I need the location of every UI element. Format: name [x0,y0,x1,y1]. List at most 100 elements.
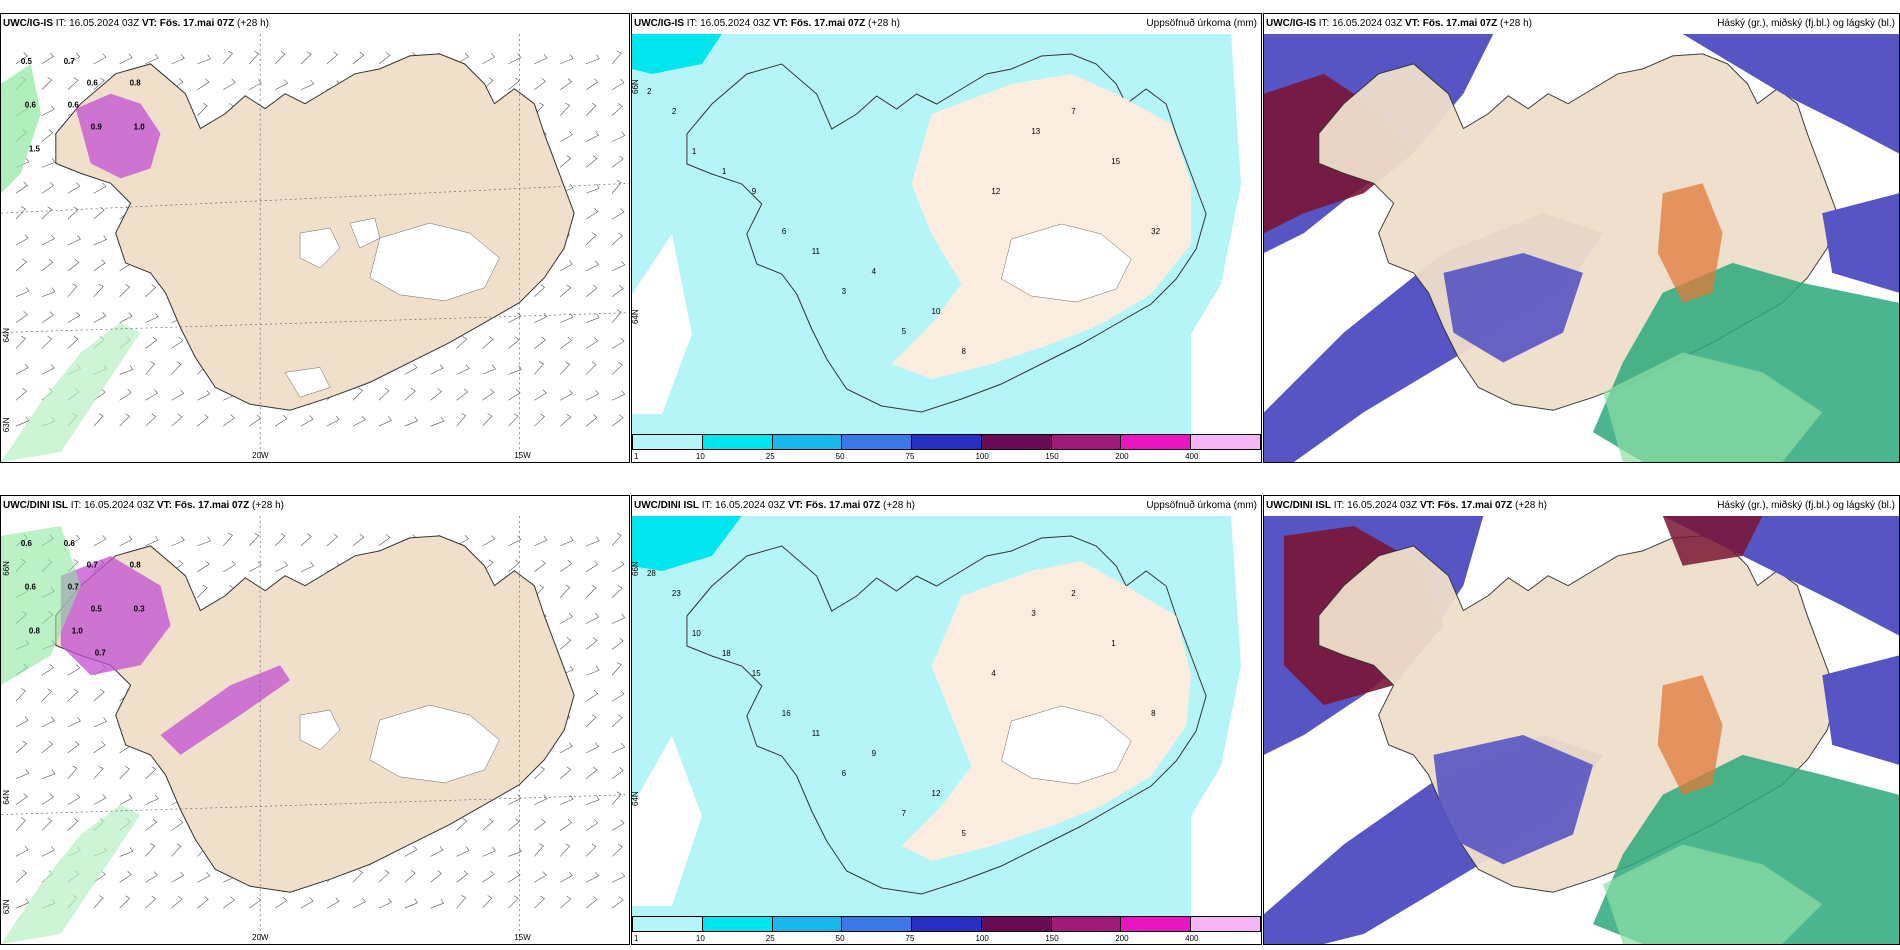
wind-barb [585,361,597,375]
wind-value-label: 0.6 [25,583,37,592]
wind-barb [15,287,30,298]
cloud-map[interactable] [1264,34,1899,462]
wind-barb [456,364,470,375]
wind-barb [611,560,625,572]
wind-barb [41,105,55,116]
colorbar-box [842,917,913,931]
wind-barb [586,260,600,272]
wind-barb [145,871,158,883]
wind-barb [560,284,572,297]
low-cloud-light [1602,352,1823,462]
wind-barb [482,870,495,883]
wind-value-label: 1.5 [29,144,41,153]
precip-value-label: 2 [1071,589,1076,598]
colorbar-box [912,435,982,449]
wind-barb [586,389,600,401]
wind-barb [560,742,573,754]
vt-label: VT: [1404,18,1420,29]
wind-barb [15,52,28,65]
wind-barb [67,717,81,728]
precip-value-label: 3 [842,287,847,296]
wind-barb [15,740,28,754]
wind-barb [586,183,600,194]
wind-barb [119,766,130,779]
wind-barb [352,51,365,65]
wind-barb [119,794,133,805]
wind-barb [430,898,445,909]
wind-barb [93,312,107,323]
wind-barb [197,102,208,116]
lat-label-63n: 63N [2,899,11,914]
wind-barb [534,895,545,909]
wind-barb [171,336,184,349]
panel-header: UWC/IG-IS IT: 16.05.2024 03Z VT: Fös. 17… [1,14,629,34]
wind-barb [560,389,573,401]
lead-time: (+28 h) [868,18,900,29]
precip-value-label: 11 [812,729,821,738]
lat-label-64n: 64N [2,790,11,805]
wind-barb [41,287,56,298]
wind-barb [93,259,106,272]
lat-label-66n: 66N [2,561,11,576]
wind-barb [274,561,289,573]
precip-value-label: 1 [692,147,697,156]
wind-barb [508,559,520,572]
wind-barb [119,53,133,65]
wind-barb [197,536,211,547]
lead-time: (+28 h) [237,18,269,29]
colorbar-box [1121,917,1192,931]
wind-barb [93,388,106,401]
colorbar-ticks: 1 10 25 50 75 100 150 200 400 [632,452,1261,462]
model-name: UWC/IG-IS [1266,18,1316,29]
wind-barb [560,102,571,116]
wind-barb [534,53,548,65]
wind-barb [404,363,418,375]
wind-barb [482,413,493,427]
cloud-map[interactable] [1264,516,1899,944]
wind-map[interactable]: 20W 15W 66N 64N 63N 0.6 0.6 0.7 0.8 0.6 0.7 0.… [1,516,629,944]
wind-barb [586,742,600,754]
wind-barb [249,561,262,573]
colorbar-tick: 400 [1185,452,1199,461]
wind-barb [611,662,622,676]
colorbar-tick: 10 [695,452,705,461]
wind-barb [67,259,80,272]
wind-barb [197,78,210,90]
wind-barb [611,585,623,598]
wind-barb [15,363,29,375]
wind-map[interactable]: 20W 15W 64N 63N 0.5 0.7 0.6 0.8 0.6 0.6 0.9 1.0… [1,34,629,462]
wind-barb [456,336,468,349]
precip-value-label: 23 [672,589,681,598]
precip-map[interactable]: 28 23 10 18 15 16 11 6 9 7 12 5 4 3 2 1 8 66N 64N [632,516,1261,916]
precip-map[interactable]: 2 2 1 1 9 6 11 3 4 5 10 8 12 13 7 15 32 66N 64N [632,34,1261,434]
wind-barb [611,155,624,168]
wind-barb [378,387,390,401]
lead-time: (+28 h) [1500,18,1532,29]
wind-barb [93,413,104,427]
wind-barb [41,52,55,65]
wind-barb [67,336,79,349]
wind-barb [326,51,339,65]
wind-barb [508,365,522,375]
wind-barb [15,388,28,401]
wind-barb [223,50,233,65]
panel-cloud-top: UWC/IG-IS IT: 16.05.2024 03Z VT: Fös. 17… [1263,13,1900,463]
wind-barb [430,388,442,401]
wind-barb [611,284,624,298]
glacier-langjokull [299,709,341,751]
wind-barb [560,313,574,323]
wind-barb [585,78,599,90]
wind-barb [611,532,622,547]
glacier-langjokull [299,227,341,269]
wind-barb [352,387,364,401]
wind-barb [326,415,340,427]
colorbar-box [633,435,703,449]
precip-value-label: 1 [722,167,727,176]
panel-title: Uppsöfnuð úrkoma (mm) [1146,18,1257,29]
wind-barb [41,234,55,246]
wind-barb [404,898,419,909]
wind-barb [352,415,366,427]
model-name: UWC/DINI ISL [1266,500,1331,511]
colorbar-box [1051,435,1122,449]
precip-value-label: 10 [692,629,701,638]
